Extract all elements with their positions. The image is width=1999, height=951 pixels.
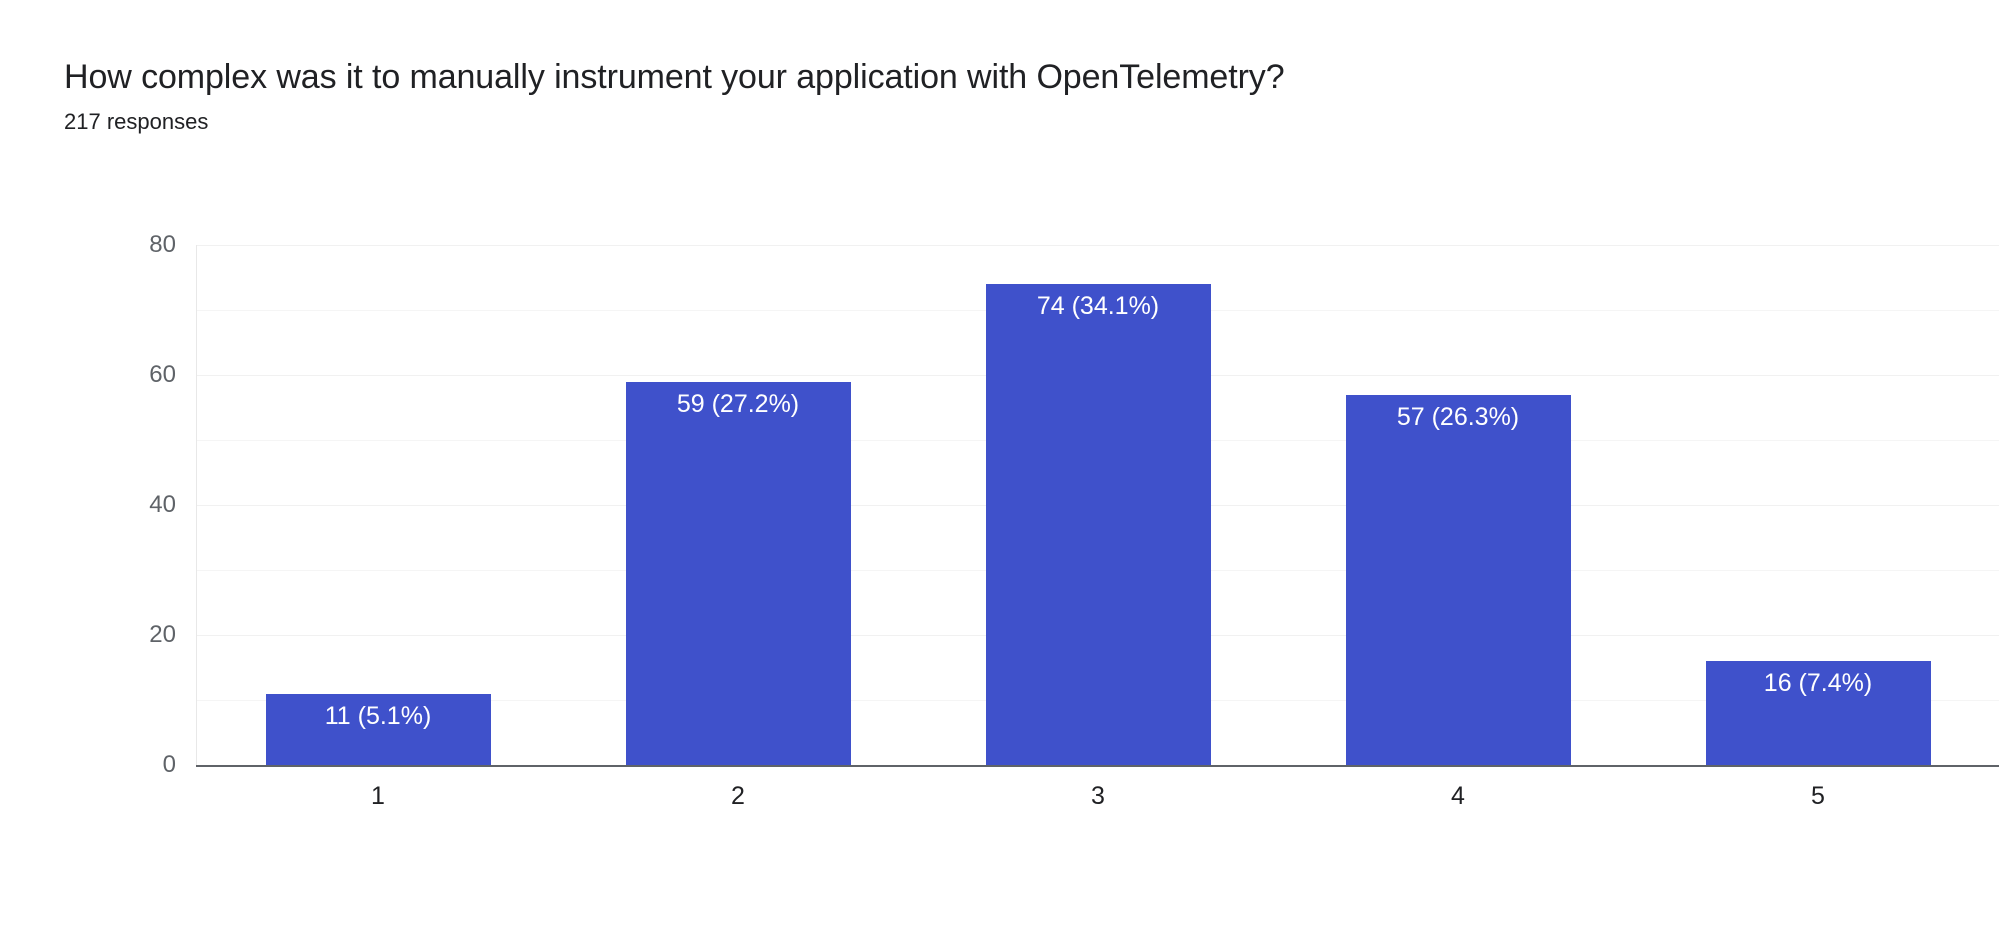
bar-value-label: 11 (5.1%) (324, 701, 432, 730)
x-axis-tick-label: 5 (1811, 782, 1825, 810)
bar-group: 11 (5.1%) (265, 245, 491, 765)
bar[interactable]: 59 (27.2%) (625, 381, 851, 765)
bar-group: 59 (27.2%) (625, 245, 851, 765)
bar-group: 16 (7.4%) (1705, 245, 1931, 765)
bar[interactable]: 74 (34.1%) (985, 284, 1211, 765)
response-count-label: 217 responses (64, 109, 209, 134)
x-axis-tick-label: 1 (371, 782, 385, 810)
y-axis-tick-label: 60 (149, 361, 176, 388)
bar-value-label: 59 (27.2%) (676, 389, 800, 418)
x-axis-tick-label: 3 (1091, 782, 1105, 810)
bar-value-label: 16 (7.4%) (1763, 669, 1873, 697)
bar[interactable]: 57 (26.3%) (1345, 394, 1571, 765)
bar[interactable]: 11 (5.1%) (265, 693, 491, 765)
y-axis-tick-label: 0 (162, 751, 176, 778)
y-axis-tick-label: 40 (149, 491, 176, 518)
bar-value-label: 74 (34.1%) (1036, 292, 1160, 320)
y-axis: 80 60 40 20 0 (0, 230, 176, 780)
bar-chart: 80 60 40 20 0 11 (5.1%) 1 59 (27.2%) 2 74 (34.1%… (0, 230, 1999, 830)
chart-header: How complex was it to manually instrumen… (64, 56, 1934, 136)
bar[interactable]: 16 (7.4%) (1705, 661, 1931, 765)
bar-group: 57 (26.3%) (1345, 245, 1571, 765)
x-axis-tick-label: 4 (1451, 782, 1465, 810)
bar-value-label: 57 (26.3%) (1396, 402, 1520, 431)
y-axis-tick-label: 80 (149, 231, 176, 258)
gridline (196, 245, 1999, 246)
x-axis-tick-label: 2 (731, 782, 745, 810)
bar-group: 74 (34.1%) (985, 245, 1211, 765)
page-title: How complex was it to manually instrumen… (64, 58, 1285, 96)
x-axis-line (196, 765, 1999, 767)
y-axis-line (196, 245, 197, 765)
y-axis-tick-label: 20 (149, 621, 176, 648)
